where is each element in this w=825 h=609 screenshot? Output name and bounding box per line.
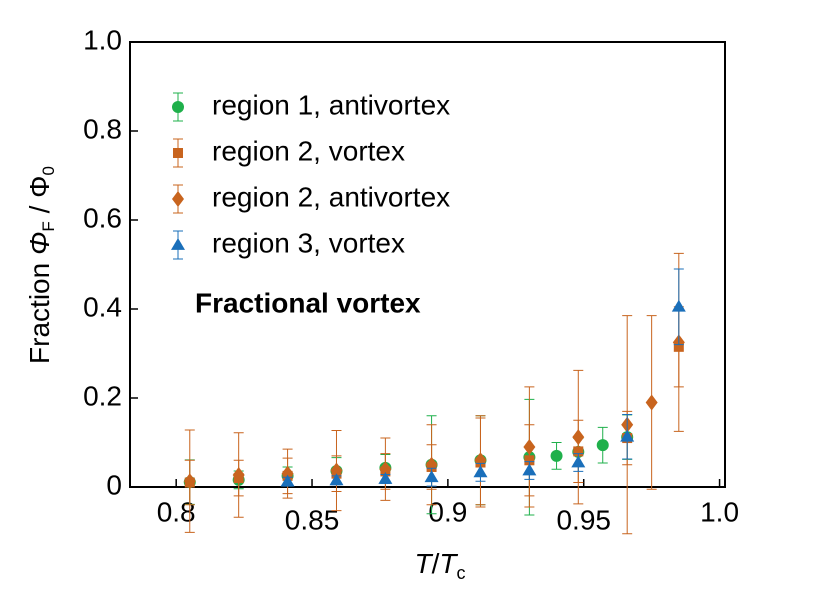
data-point	[473, 465, 488, 478]
data-point	[474, 452, 487, 469]
data-point	[523, 438, 536, 455]
x-tick-label: 0.9	[428, 496, 467, 527]
legend-marker	[172, 191, 184, 207]
data-point	[522, 463, 537, 476]
y-tick-label: 0.8	[83, 113, 122, 144]
annotation: Fractional vortex	[195, 287, 421, 318]
y-label-symbol-sub: F	[39, 221, 58, 231]
data-point	[330, 462, 343, 479]
x-label-numerator: T	[415, 548, 434, 579]
y-tick-label: 1.0	[83, 24, 122, 55]
y-axis-label: Fraction ΦF / Φ0	[24, 166, 63, 364]
x-label-denominator: T	[439, 548, 458, 579]
data-point	[571, 455, 586, 468]
plot-frame	[129, 41, 726, 488]
y-label-symbol: Φ	[24, 232, 55, 255]
legend-marker	[172, 101, 184, 113]
x-tick-label: 0.95	[556, 504, 611, 535]
x-tick-label: 0.85	[285, 504, 340, 535]
legend-label: region 2, vortex	[212, 135, 405, 166]
y-label-divider: /	[24, 205, 55, 213]
x-label-divider: /	[432, 548, 440, 579]
data-point	[596, 439, 609, 452]
x-label-denominator-sub: c	[457, 563, 466, 583]
y-label-unit: Φ	[24, 176, 55, 198]
y-tick-label: 0.4	[83, 291, 122, 322]
data-point	[183, 473, 196, 490]
x-tick-label: 1.0	[700, 496, 739, 527]
data-point	[572, 429, 585, 446]
y-tick-label: 0.2	[83, 380, 122, 411]
legend-marker	[171, 238, 185, 250]
data-point	[620, 429, 635, 442]
data-point	[378, 471, 393, 484]
data-point	[379, 461, 392, 478]
data-point	[232, 466, 245, 483]
y-label-prefix: Fraction	[24, 263, 55, 364]
x-axis-label: T/Tc	[415, 548, 466, 582]
legend-label: region 3, vortex	[212, 227, 405, 258]
legend-marker	[173, 148, 183, 158]
y-tick-label: 0.6	[83, 202, 122, 233]
data-point	[671, 299, 686, 312]
legend-label: region 2, antivortex	[212, 181, 450, 212]
legend-label: region 1, antivortex	[212, 89, 450, 120]
y-label-unit-sub: 0	[39, 166, 58, 175]
y-tick-label: 0	[106, 469, 122, 500]
data-point	[424, 470, 439, 483]
data-point	[645, 394, 658, 411]
data-point	[280, 474, 295, 487]
x-tick-label: 0.8	[157, 496, 196, 527]
data-point	[550, 449, 563, 462]
data-point	[329, 473, 344, 486]
